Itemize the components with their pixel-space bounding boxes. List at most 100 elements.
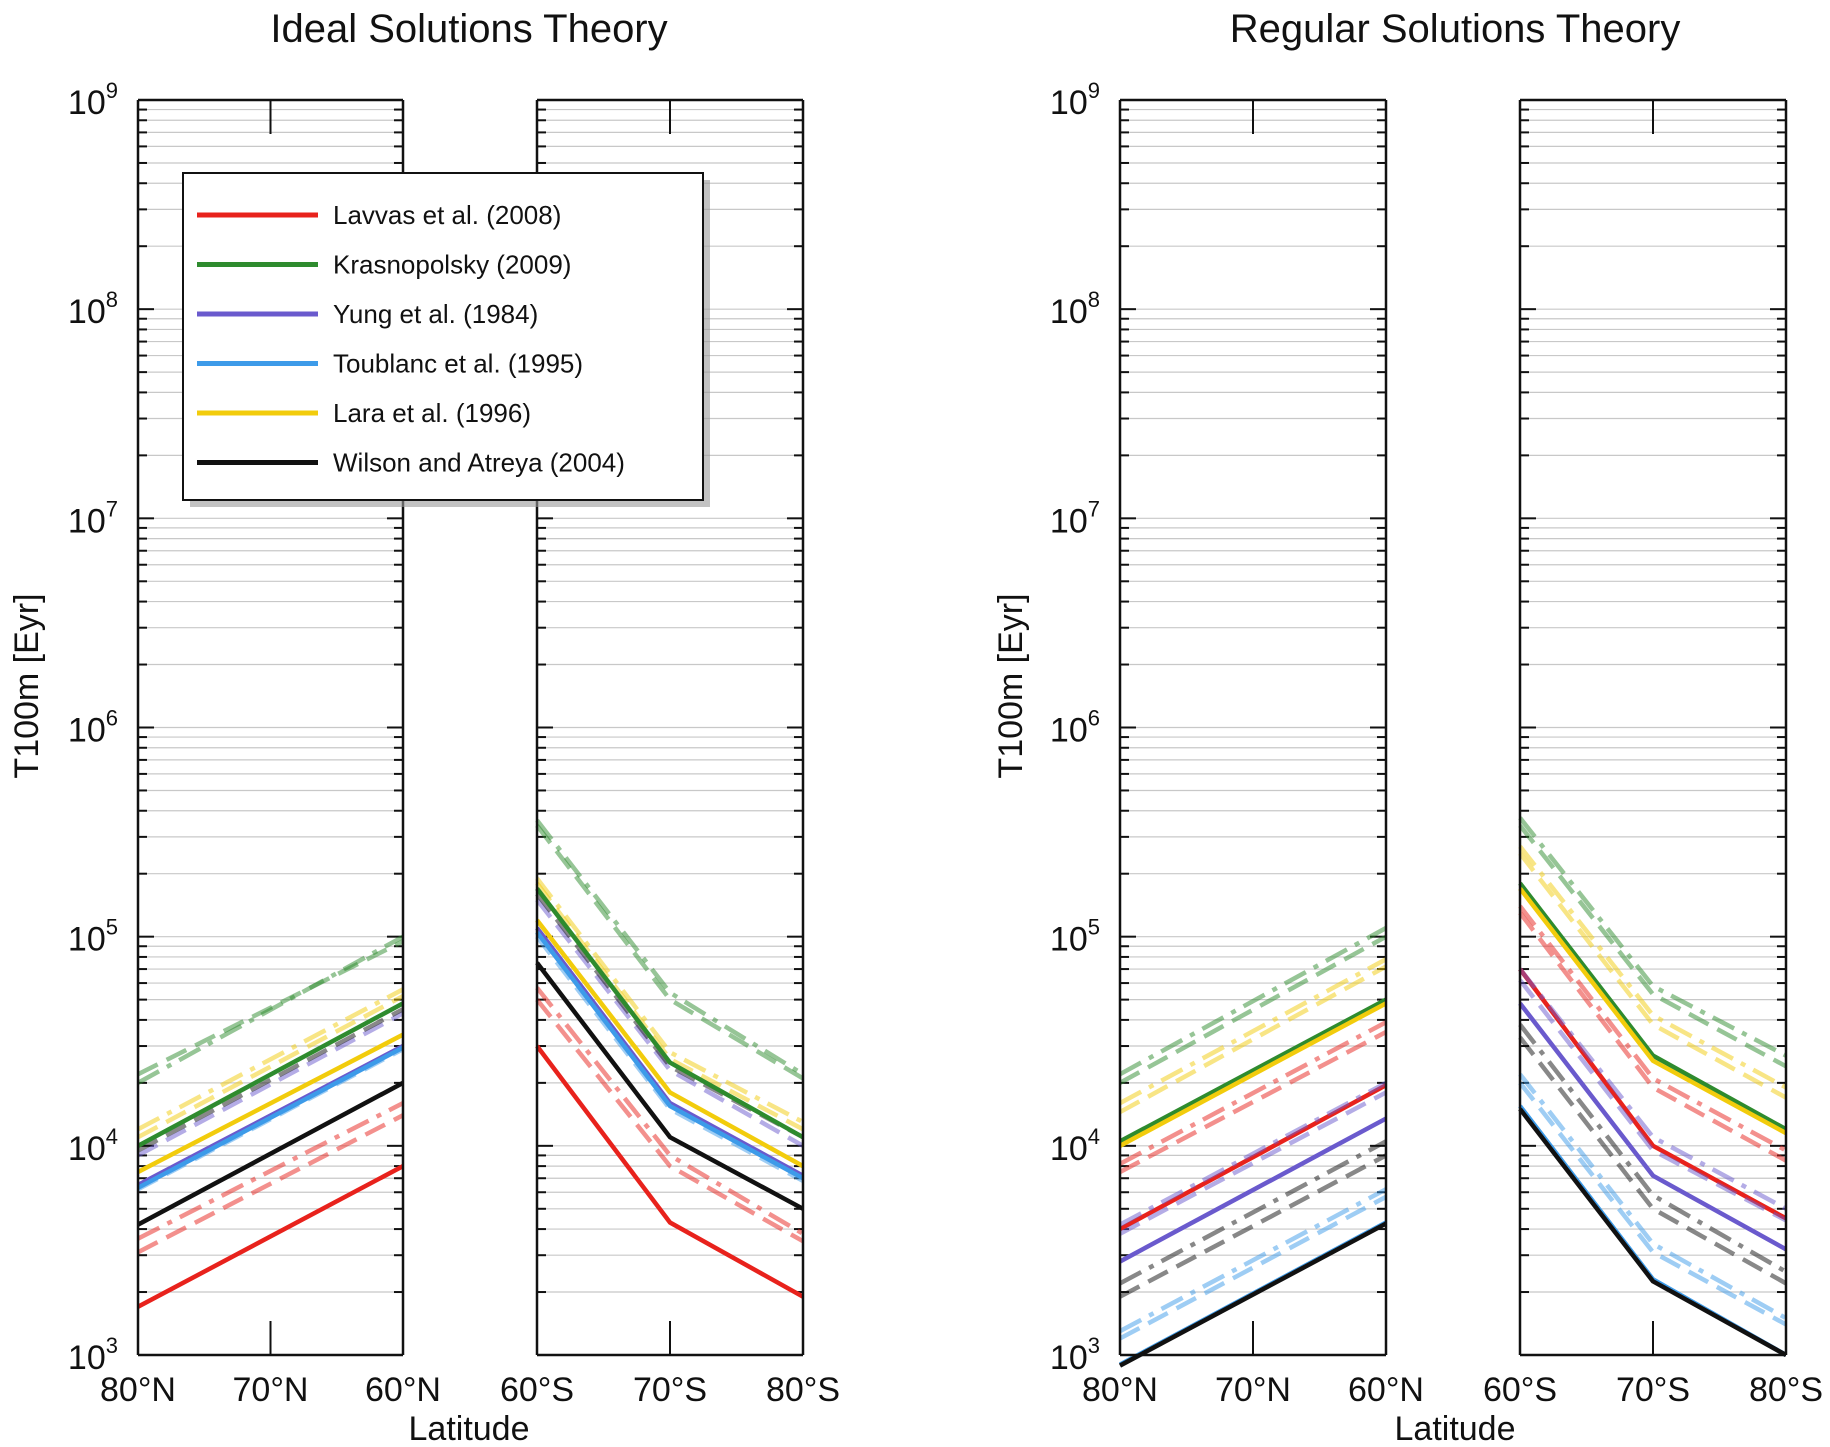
x-tick-label: 60°S (500, 1371, 574, 1409)
regular-solutions-panel: Regular Solutions Theory T100m [Eyr] Lat… (992, 7, 1823, 1447)
series-line-north (136, 1032, 405, 1174)
series-line-south (1518, 904, 1788, 1153)
series-line-north (1118, 1020, 1388, 1166)
series-line-south (535, 876, 805, 1124)
series-line-south (1518, 1023, 1788, 1274)
series-line-south (535, 918, 805, 1169)
series-line-south (535, 1044, 805, 1299)
y-tick-base: 10 (68, 1339, 106, 1377)
y-tick-exponent: 3 (106, 1333, 118, 1358)
x-tick-label: 80°S (1749, 1371, 1823, 1409)
series-line-north (136, 1113, 405, 1255)
series-line-south (535, 998, 805, 1244)
y-tick-exponent: 4 (106, 1124, 118, 1149)
x-tick-label: 80°S (766, 1371, 840, 1409)
y-tick-label: 108 (1050, 287, 1100, 331)
series-line-north (1118, 1187, 1388, 1334)
series-line-north (136, 987, 405, 1132)
legend-label: Lavvas et al. (2008) (333, 200, 561, 230)
series-line-north (1118, 1030, 1388, 1174)
y-tick-base: 10 (68, 921, 106, 959)
y-tick-exponent: 8 (1088, 287, 1100, 312)
series-line-south (1518, 1001, 1788, 1252)
series-line-north (136, 1101, 405, 1241)
x-tick-label: 60°N (365, 1371, 441, 1409)
x-tick-label: 70°S (633, 1371, 707, 1409)
series-line-south (1518, 845, 1788, 1090)
y-tick-base: 10 (1050, 502, 1088, 540)
y-tick-exponent: 8 (106, 287, 118, 312)
series-line-north (1118, 934, 1388, 1085)
legend-label: Wilson and Atreya (2004) (333, 448, 625, 478)
series-line-north (136, 994, 405, 1140)
series-line-north (1118, 1116, 1388, 1264)
y-tick-label: 107 (68, 496, 118, 540)
y-tick-label: 103 (68, 1333, 118, 1377)
legend-label: Krasnopolsky (2009) (333, 250, 571, 280)
series-line-north (1118, 1083, 1388, 1232)
chart-title: Ideal Solutions Theory (270, 7, 667, 51)
series-line-north (136, 1011, 405, 1158)
y-tick-base: 10 (68, 293, 106, 331)
legend: Lavvas et al. (2008) Krasnopolsky (2009) Y… (182, 172, 710, 507)
y-tick-base: 10 (68, 84, 106, 122)
x-axis-label: Latitude (1395, 1410, 1516, 1447)
y-axis-label: T100m [Eyr] (8, 593, 46, 778)
series-line-north (1118, 1090, 1388, 1236)
legend-label: Toublanc et al. (1995) (333, 349, 583, 379)
x-tick-label: 80°N (1082, 1371, 1158, 1409)
series-line-south (1518, 911, 1788, 1163)
series-line-south (1518, 1081, 1788, 1327)
series-line-north (1118, 1080, 1388, 1227)
x-tick-label: 70°S (1616, 1371, 1690, 1409)
series-line-south (1518, 1035, 1788, 1286)
y-tick-label: 105 (1050, 915, 1100, 959)
y-tick-exponent: 4 (1088, 1124, 1100, 1149)
series-group (136, 818, 805, 1309)
series-line-north (1118, 1221, 1388, 1368)
series-line-north (1118, 957, 1388, 1106)
y-tick-label: 103 (1050, 1333, 1100, 1377)
series-line-south (535, 881, 805, 1132)
y-tick-exponent: 9 (1088, 78, 1100, 103)
y-tick-exponent: 7 (1088, 496, 1100, 521)
series-line-north (1118, 997, 1388, 1144)
series-line-north (1118, 1001, 1388, 1148)
y-tick-base: 10 (1050, 293, 1088, 331)
series-line-south (535, 824, 805, 1081)
series-line-north (1118, 1139, 1388, 1286)
series-line-south (535, 935, 805, 1183)
y-tick-exponent: 5 (106, 915, 118, 940)
south-axes (1519, 100, 1787, 1356)
y-tick-base: 10 (1050, 712, 1088, 750)
y-tick-exponent: 5 (1088, 915, 1100, 940)
y-tick-label: 109 (68, 78, 118, 122)
x-tick-label: 60°S (1483, 1371, 1557, 1409)
chart-title: Regular Solutions Theory (1230, 7, 1681, 51)
north-axes (1119, 100, 1387, 1356)
x-tick-label: 80°N (100, 1371, 176, 1409)
y-tick-label: 107 (1050, 496, 1100, 540)
series-group (1118, 816, 1788, 1368)
y-tick-exponent: 6 (106, 706, 118, 731)
series-line-south (535, 898, 805, 1148)
series-line-north (136, 1007, 405, 1153)
y-tick-label: 104 (68, 1124, 118, 1168)
series-line-south (1518, 887, 1788, 1136)
x-tick-label: 70°N (233, 1371, 309, 1409)
y-tick-label: 106 (1050, 706, 1100, 750)
y-tick-base: 10 (1050, 1130, 1088, 1168)
series-line-south (535, 961, 805, 1211)
x-tick-label: 70°N (1215, 1371, 1291, 1409)
series-line-south (535, 887, 805, 1140)
y-tick-label: 108 (68, 287, 118, 331)
series-line-north (136, 1045, 405, 1190)
series-line-south (1518, 852, 1788, 1100)
series-line-south (1518, 1072, 1788, 1321)
x-tick-label: 60°N (1348, 1371, 1424, 1409)
y-axis-label: T100m [Eyr] (992, 593, 1030, 778)
y-tick-base: 10 (1050, 1339, 1088, 1377)
series-line-north (136, 1001, 405, 1148)
series-line-south (535, 930, 805, 1181)
